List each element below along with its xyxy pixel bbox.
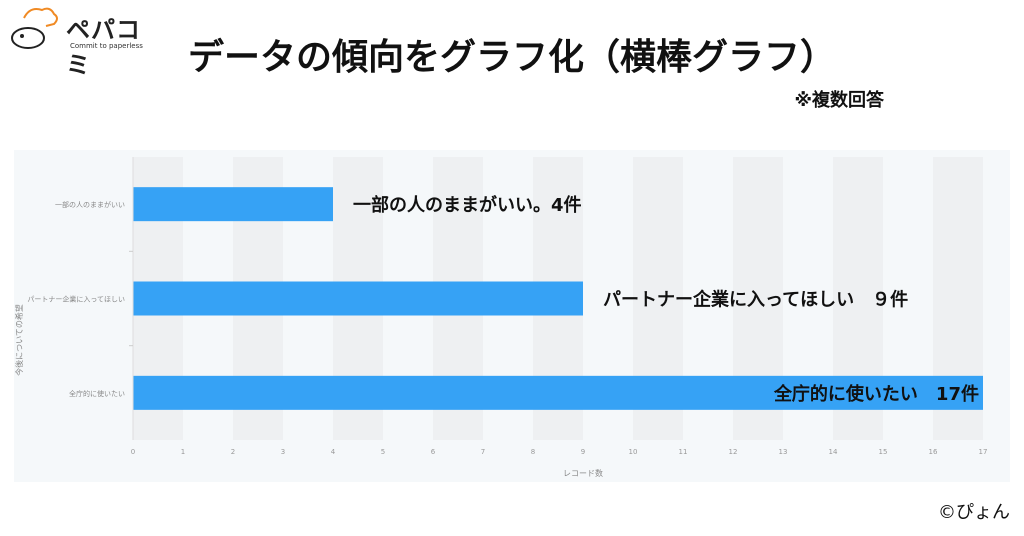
x-tick-label: 11 xyxy=(679,448,688,456)
logo: ペパコミ Commit to paperless xyxy=(6,4,146,79)
data-label: 一部の人のままがいい。4件 xyxy=(353,194,582,216)
bar xyxy=(133,375,983,410)
page-title: データの傾向をグラフ化（横棒グラフ） xyxy=(187,37,836,78)
y-tick-label: パートナー企業に入ってほしい xyxy=(27,295,125,304)
x-tick-label: 5 xyxy=(381,448,385,456)
x-tick-label: 8 xyxy=(531,448,535,456)
x-axis-label: レコード数 xyxy=(563,468,603,478)
x-tick-label: 2 xyxy=(231,448,235,456)
logo-name: ペパコミ xyxy=(66,16,141,79)
bird-logo-icon xyxy=(11,7,58,49)
x-tick-label: 14 xyxy=(829,448,838,456)
data-label: 全庁的に使いたい 17件 xyxy=(773,383,979,405)
bar xyxy=(133,281,583,316)
note: ※複数回答 xyxy=(794,90,885,111)
x-tick-label: 0 xyxy=(131,448,135,456)
x-tick-label: 3 xyxy=(281,448,285,456)
x-tick-label: 13 xyxy=(779,448,788,456)
x-tick-label: 9 xyxy=(581,448,585,456)
logo-tagline: Commit to paperless xyxy=(70,42,143,50)
x-tick-label: 4 xyxy=(331,448,336,456)
y-tick-label: 全庁的に使いたい xyxy=(69,389,125,398)
y-tick-label: 一部の人のままがいい xyxy=(55,200,125,209)
x-tick-label: 12 xyxy=(729,448,738,456)
x-tick-label: 7 xyxy=(481,448,485,456)
credit: ©ぴょん xyxy=(938,502,1010,523)
x-tick-label: 6 xyxy=(431,448,436,456)
bar xyxy=(133,187,333,222)
x-tick-label: 10 xyxy=(629,448,638,456)
data-label: パートナー企業に入ってほしい ９件 xyxy=(603,289,908,311)
y-axis-label: 今後についての希望 xyxy=(14,304,24,376)
x-tick-label: 17 xyxy=(979,448,988,456)
x-tick-label: 1 xyxy=(181,448,185,456)
x-tick-label: 16 xyxy=(929,448,938,456)
x-tick-label: 15 xyxy=(879,448,888,456)
